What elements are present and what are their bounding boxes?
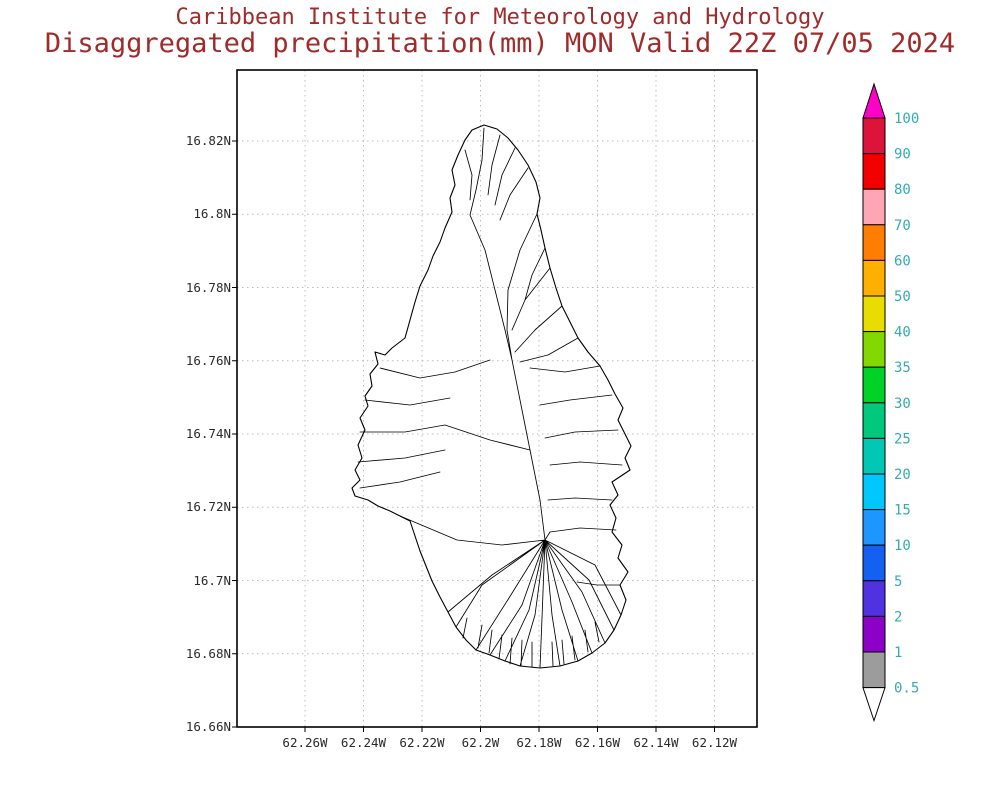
lat-tick-label: 16.82N: [185, 133, 231, 148]
map-plot: [232, 69, 758, 732]
page-subtitle: Disaggregated precipitation(mm) MON Vali…: [44, 28, 956, 59]
colorbar-label: 35: [894, 360, 911, 376]
colorbar-label: 10: [894, 538, 911, 554]
colorbar-band: [862, 117, 886, 155]
colorbar-label: 25: [894, 431, 911, 447]
colorbar-band: [862, 509, 886, 546]
colorbar-band: [862, 366, 886, 404]
colorbar-band: [862, 153, 886, 190]
grid-layer: [232, 70, 757, 732]
colorbar-label: 30: [894, 396, 911, 412]
colorbar-label: 2: [894, 609, 902, 625]
lat-tick-label: 16.78N: [185, 279, 231, 295]
colorbar-band: [862, 580, 886, 617]
island-montserrat: [351, 124, 632, 669]
colorbar-label: 50: [894, 289, 911, 305]
colorbar-band: [862, 437, 886, 475]
lat-tick-label: 16.76N: [185, 352, 231, 368]
lat-tick-label: 16.8N: [193, 206, 231, 222]
lat-tick-label: 16.66N: [185, 719, 231, 734]
plot-frame: [236, 69, 758, 728]
colorbar-band: [862, 615, 886, 653]
colorbar-label: 60: [894, 253, 911, 269]
colorbar-band: [862, 188, 886, 226]
lon-tick-label: 62.22W: [399, 735, 445, 750]
page-title: Caribbean Institute for Meteorology and …: [175, 5, 825, 30]
lon-tick-label: 62.12W: [691, 735, 738, 750]
colorbar-label: 70: [894, 218, 911, 234]
colorbar-label: 1: [894, 645, 902, 661]
lon-tick-label: 62.18W: [516, 735, 562, 750]
lon-tick-label: 62.26W: [282, 735, 328, 750]
lat-tick-label: 16.72N: [185, 499, 231, 515]
colorbar-label: 80: [894, 182, 911, 198]
lat-tick-label: 16.74N: [185, 426, 231, 441]
colorbar-label: 40: [894, 325, 911, 341]
colorbar-label: 0.5: [894, 681, 919, 697]
colorbar-label: 20: [894, 467, 911, 483]
colorbar-label: 5: [894, 574, 902, 590]
lat-tick-label: 16.7N: [193, 572, 231, 588]
colorbar-band: [862, 544, 886, 582]
colorbar-band: [862, 259, 886, 297]
colorbar-band: [862, 224, 886, 261]
colorbar-band: [862, 651, 886, 689]
colorbar-band: [862, 331, 886, 368]
colorbar-label: 100: [894, 111, 919, 127]
watershed-lines: [357, 127, 623, 669]
colorbar-label: 15: [894, 503, 911, 519]
lon-tick-label: 62.24W: [340, 735, 387, 750]
colorbar-band: [862, 295, 886, 333]
island-coastline: [351, 124, 632, 669]
lon-tick-label: 62.14W: [633, 735, 679, 750]
lon-tick-label: 62.2W: [461, 735, 500, 750]
colorbar-arrow-bottom: [862, 687, 886, 723]
colorbar-band: [862, 473, 886, 511]
colorbar-label: 90: [894, 147, 911, 163]
colorbar: 100 90 80 70 60 50 40 35 30 25 20 15 10 5 2 1 0.5: [862, 82, 919, 723]
colorbar-arrow-top: [862, 82, 886, 119]
colorbar-band: [862, 402, 886, 439]
lon-tick-label: 62.16W: [574, 735, 621, 750]
lat-tick-label: 16.68N: [185, 645, 231, 661]
